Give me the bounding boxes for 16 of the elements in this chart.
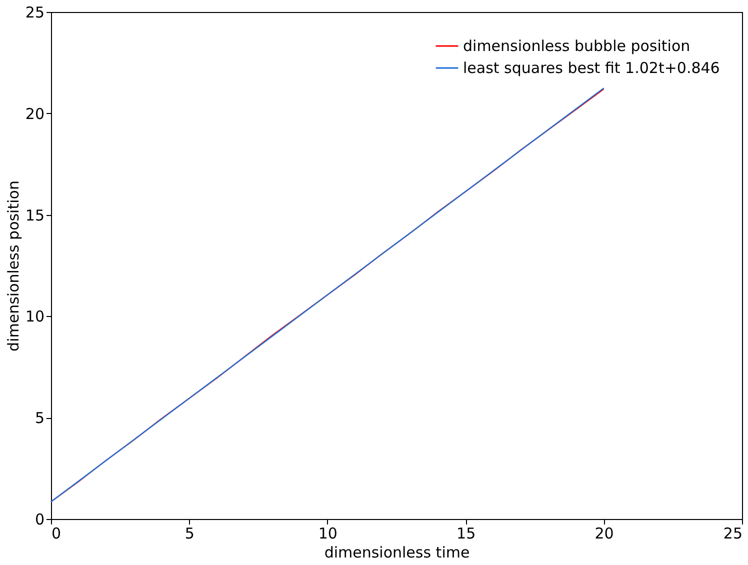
y-tick-label: 0 xyxy=(34,510,44,528)
y-tick-label: 10 xyxy=(25,308,44,326)
x-tick-label: 0 xyxy=(52,524,62,542)
y-tick-label: 25 xyxy=(25,4,44,22)
x-tick-label: 20 xyxy=(594,524,614,542)
y-axis-title: dimensionless position xyxy=(4,180,22,352)
x-tick-label: 5 xyxy=(184,524,194,542)
legend-label: least squares best fit 1.02t+0.846 xyxy=(463,59,720,77)
x-tick-label: 25 xyxy=(723,524,742,542)
y-tick-label: 15 xyxy=(25,206,44,224)
x-tick-label: 15 xyxy=(456,524,476,542)
y-tick-label: 20 xyxy=(25,104,44,123)
x-tick-label: 10 xyxy=(318,524,338,542)
y-tick-label: 5 xyxy=(34,409,44,428)
legend-label: dimensionless bubble position xyxy=(463,37,690,55)
x-axis-title: dimensionless time xyxy=(324,544,470,562)
